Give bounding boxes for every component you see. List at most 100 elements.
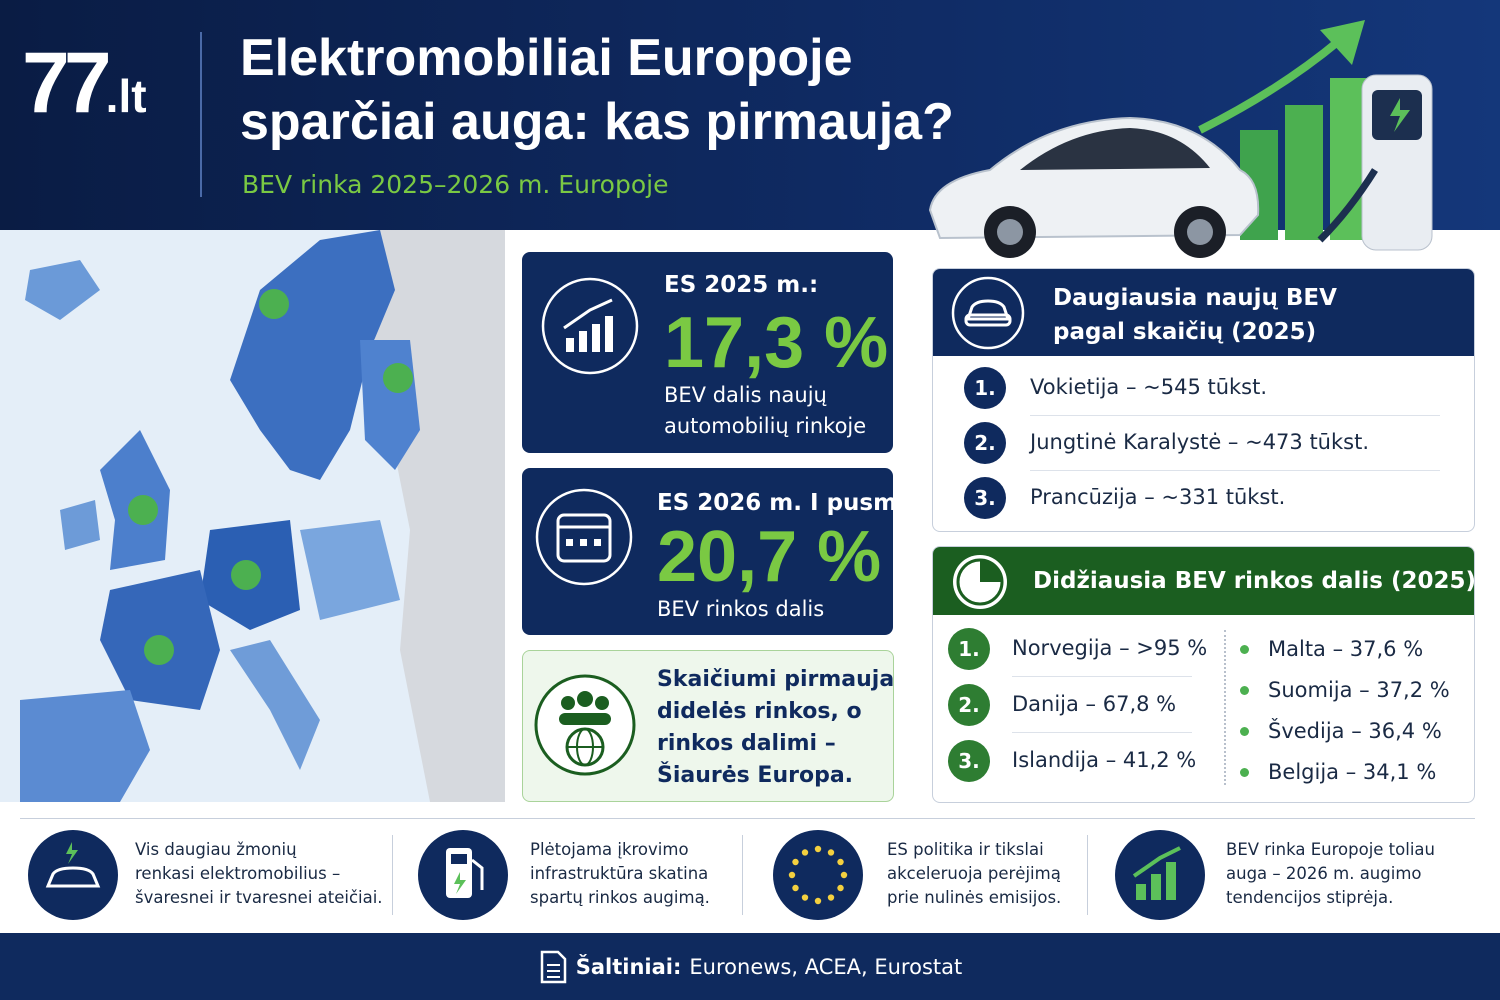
benefit-line: auga – 2026 m. augimo bbox=[1226, 864, 1422, 883]
icon-ev bbox=[28, 830, 118, 920]
rank-badge: 2. bbox=[948, 684, 990, 726]
bullet bbox=[1240, 727, 1249, 736]
panel-title-line: pagal skaičių (2025) bbox=[1053, 319, 1317, 345]
car-window bbox=[1020, 128, 1210, 170]
pin bbox=[144, 635, 174, 665]
icon-pie bbox=[953, 555, 1007, 609]
illustration bbox=[928, 20, 1433, 258]
divider bbox=[200, 32, 202, 197]
pin bbox=[259, 289, 289, 319]
icon-charger bbox=[418, 830, 508, 920]
benefit-line: Plėtojama įkrovimo bbox=[530, 840, 689, 859]
note-line: Šiaurės Europa. bbox=[657, 763, 854, 788]
divider bbox=[392, 835, 393, 915]
title-line: sparčiai auga: kas pirmauja? bbox=[240, 93, 954, 151]
caption-line: automobilių rinkoje bbox=[664, 414, 867, 438]
icon-growth bbox=[1115, 830, 1205, 920]
footer-label: Šaltiniai: bbox=[575, 954, 682, 979]
benefit-line: prie nulinės emisijos. bbox=[887, 888, 1062, 907]
eu-star bbox=[801, 894, 809, 901]
benefit-text: Vis daugiau žmonių renkasi elektromobiliu… bbox=[135, 838, 385, 910]
rank-badge: 2. bbox=[964, 422, 1006, 464]
share-item: Belgija – 34,1 % bbox=[1268, 760, 1437, 784]
benefit-line: Vis daugiau žmonių bbox=[135, 840, 297, 859]
map bbox=[0, 230, 505, 802]
stat-card bbox=[522, 468, 893, 635]
note-line: rinkos dalimi – bbox=[657, 731, 836, 756]
benefit-line: tendencijos stiprėja. bbox=[1226, 888, 1394, 907]
benefit-text: Plėtojama įkrovimo infrastruktūra skatina… bbox=[530, 838, 780, 910]
benefit-line: spartų rinkos augimą. bbox=[530, 888, 710, 907]
icon-eu bbox=[773, 830, 863, 920]
eu-star bbox=[840, 871, 848, 879]
note-text: Skaičiumi pirmauja didelės rinkos, o rin… bbox=[657, 664, 894, 792]
footer-sources: Euronews, ACEA, Eurostat bbox=[689, 954, 963, 979]
benefit-icons bbox=[28, 830, 1205, 920]
benefit-line: BEV rinka Europoje toliau bbox=[1226, 840, 1435, 859]
note-line: Skaičiumi pirmauja bbox=[657, 667, 895, 692]
title-line: Elektromobiliai Europoje bbox=[240, 29, 853, 87]
caption-line: BEV rinkos dalis bbox=[657, 597, 825, 621]
count-item: Jungtinė Karalystė – ~473 tūkst. bbox=[1030, 430, 1370, 454]
caption-line: BEV dalis naujų bbox=[664, 383, 827, 407]
eu-star bbox=[814, 845, 822, 853]
benefit-line: akceleruoja perėjimą bbox=[887, 864, 1061, 883]
rank-badge: 1. bbox=[964, 367, 1006, 409]
rank-badge: 3. bbox=[964, 477, 1006, 519]
eu-star bbox=[801, 849, 809, 856]
eu-star bbox=[827, 894, 835, 901]
icon-document bbox=[540, 950, 566, 983]
rim bbox=[997, 219, 1023, 245]
divider bbox=[742, 835, 743, 915]
rim bbox=[1187, 219, 1213, 245]
panel-title: Didžiausia BEV rinkos dalis (2025) bbox=[1033, 568, 1477, 594]
region-iberia bbox=[20, 690, 150, 802]
benefit-line: infrastruktūra skatina bbox=[530, 864, 709, 883]
panel-header bbox=[933, 547, 1474, 615]
share-item: Suomija – 37,2 % bbox=[1268, 678, 1450, 702]
bullet bbox=[1240, 768, 1249, 777]
eu-star bbox=[837, 858, 844, 866]
divider bbox=[1224, 630, 1226, 785]
rank-badge: 3. bbox=[948, 740, 990, 782]
benefit-line: švaresnei ir tvaresnei ateičiai. bbox=[135, 888, 383, 907]
stat-card bbox=[522, 252, 893, 453]
row-divider bbox=[1030, 470, 1440, 471]
share-item: Danija – 67,8 % bbox=[1012, 692, 1177, 716]
count-item: Vokietija – ~545 tūkst. bbox=[1030, 375, 1268, 399]
icon-car bbox=[951, 276, 1025, 350]
footer: Šaltiniai: Euronews, ACEA, Eurostat bbox=[0, 933, 1500, 1000]
eu-star bbox=[814, 897, 822, 905]
share-item: Norvegija – >95 % bbox=[1012, 636, 1208, 660]
region-ireland bbox=[60, 500, 100, 550]
icon-calendar bbox=[535, 488, 633, 586]
count-item: Prancūzija – ~331 tūkst. bbox=[1030, 485, 1286, 509]
benefit-text: BEV rinka Europoje toliau auga – 2026 m. … bbox=[1226, 838, 1476, 910]
icon-growth bbox=[541, 277, 639, 375]
pin bbox=[128, 495, 158, 525]
logo-main: 77 bbox=[22, 35, 112, 131]
bullet bbox=[1240, 645, 1249, 654]
logo-suffix: .lt bbox=[105, 70, 147, 122]
row-divider bbox=[1012, 732, 1192, 733]
title: Elektromobiliai Europoje sparčiai auga: … bbox=[240, 26, 954, 154]
region-italy bbox=[230, 640, 320, 770]
stat-label: ES 2026 m. I pusm.: bbox=[657, 490, 916, 516]
top-share-panel bbox=[932, 546, 1475, 803]
region-poland bbox=[300, 520, 400, 620]
stat-value: 17,3 % bbox=[664, 303, 889, 383]
stat-label: ES 2025 m.: bbox=[664, 272, 819, 298]
row-divider bbox=[1030, 415, 1440, 416]
benefit-line: renkasi elektromobilius – bbox=[135, 864, 341, 883]
panel-title-line: Daugiausia naujų BEV bbox=[1053, 285, 1337, 311]
region-iceland bbox=[25, 260, 100, 320]
eu-star bbox=[827, 849, 835, 856]
bullet bbox=[1240, 686, 1249, 695]
eu-star bbox=[792, 884, 799, 892]
stat-caption: BEV dalis naujų automobilių rinkoje bbox=[664, 380, 866, 442]
subtitle: BEV rinka 2025–2026 m. Europoje bbox=[242, 170, 669, 199]
benefit-line: ES politika ir tikslai bbox=[887, 840, 1044, 859]
stat-value: 20,7 % bbox=[657, 517, 882, 597]
separator bbox=[20, 818, 1475, 819]
rank-badge: 1. bbox=[948, 628, 990, 670]
